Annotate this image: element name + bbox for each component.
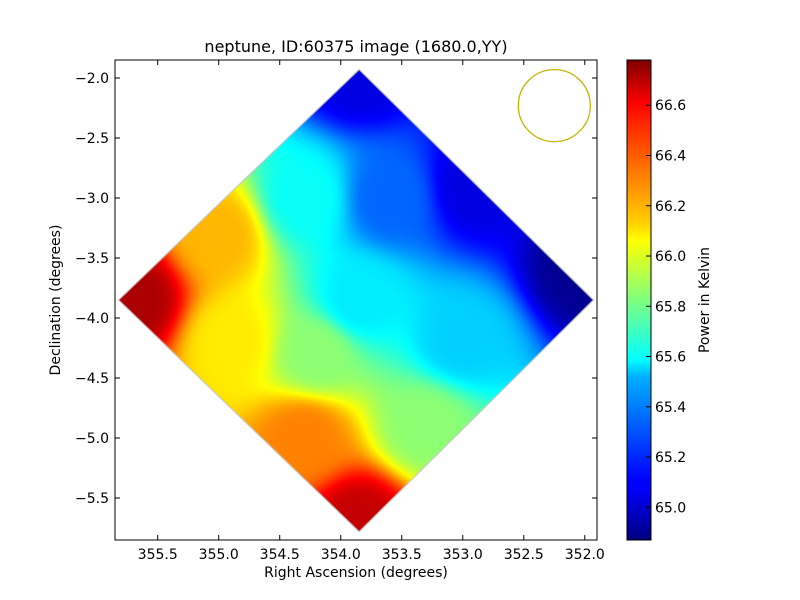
y-axis-label: Declination (degrees)	[48, 225, 64, 376]
colorbar	[626, 59, 652, 541]
colorbar-tick-label: 66.6	[655, 98, 686, 114]
x-tick-label: 354.0	[321, 547, 361, 563]
y-tick-label: −5.5	[75, 491, 109, 507]
map-footprint-edge	[117, 68, 595, 533]
colorbar-tick-label: 65.4	[655, 400, 686, 416]
x-tick-label: 354.5	[260, 547, 300, 563]
plot-frame	[114, 59, 598, 541]
x-tick-label: 352.0	[565, 547, 605, 563]
colorbar-label: Power in Kelvin	[697, 247, 713, 353]
colorbar-tick-label: 66.0	[655, 249, 686, 265]
y-tick-label: −2.5	[75, 131, 109, 147]
colorbar-tick-label: 65.0	[655, 500, 686, 516]
y-tick-label: −3.0	[75, 191, 109, 207]
x-axis-ticks: 355.5 355.0 354.5 354.0 353.5 353.0 352.5 352.0	[138, 60, 605, 563]
chart-title: neptune, ID:60375 image (1680.0,YY)	[204, 37, 507, 56]
y-tick-label: −2.0	[75, 71, 109, 87]
y-tick-label: −4.5	[75, 371, 109, 387]
y-tick-label: −5.0	[75, 431, 109, 447]
colorbar-tick-label: 65.8	[655, 299, 686, 315]
y-tick-label: −4.0	[75, 311, 109, 327]
x-tick-label: 355.5	[138, 547, 178, 563]
colorbar-ticks: 65.0 65.2 65.4 65.6 65.8 66.0 66.2 66.4 66.6	[646, 98, 686, 516]
y-axis-ticks: −2.0 −2.5 −3.0 −3.5 −4.0 −4.5 −5.0 −5.5	[75, 71, 597, 507]
x-tick-label: 353.0	[443, 547, 483, 563]
colorbar-tick-label: 65.6	[655, 350, 686, 366]
y-tick-label: −3.5	[75, 251, 109, 267]
colorbar-tick-label: 66.2	[655, 199, 686, 215]
x-tick-label: 352.5	[504, 547, 544, 563]
colorbar-tick-label: 65.2	[655, 450, 686, 466]
x-tick-label: 353.5	[382, 547, 422, 563]
colorbar-tick-label: 66.4	[655, 148, 686, 164]
x-tick-label: 355.0	[199, 547, 239, 563]
beam-marker	[517, 68, 591, 143]
x-axis-label: Right Ascension (degrees)	[264, 565, 448, 581]
